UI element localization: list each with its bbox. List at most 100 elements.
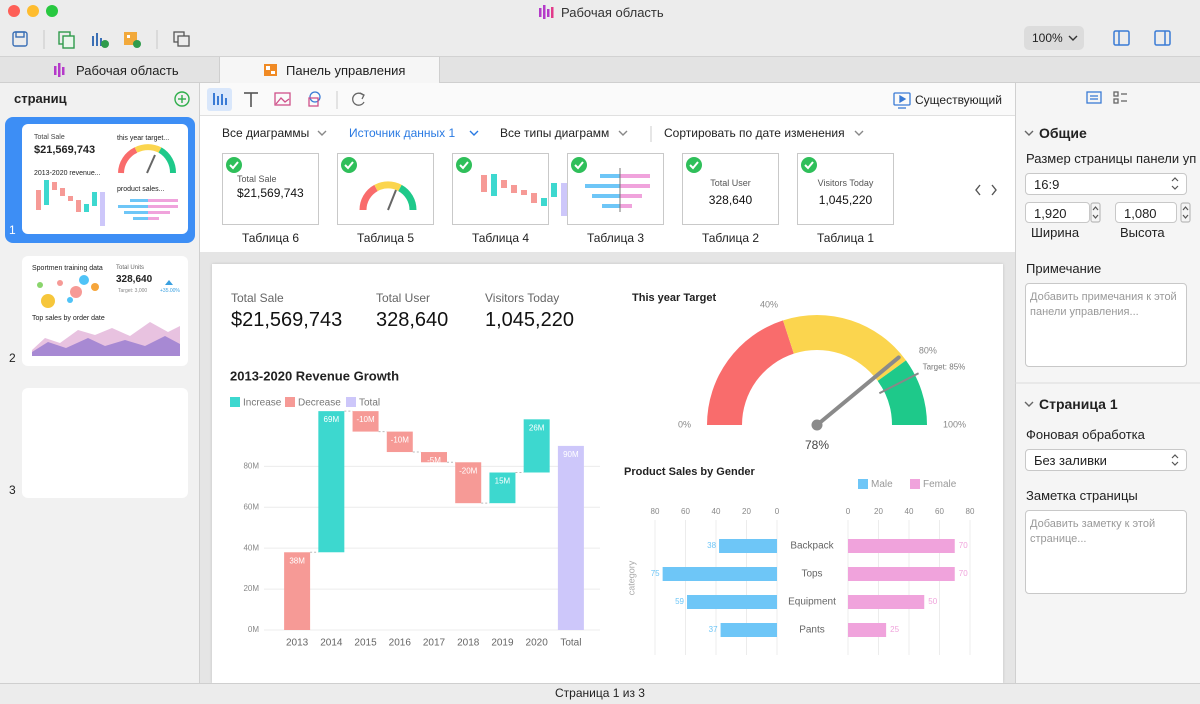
legend-swatch: [230, 397, 240, 407]
page-note-input[interactable]: Добавить заметку к этой странице...: [1025, 510, 1187, 594]
existing-button[interactable]: Существующий: [915, 93, 1002, 107]
bar: [523, 419, 550, 473]
thumb-text: 2013-2020 revenue...: [34, 170, 101, 177]
widget-card[interactable]: [797, 153, 894, 225]
bar-label: 26M: [529, 423, 545, 432]
image-tool[interactable]: [274, 92, 291, 106]
legend-label: Male: [871, 479, 893, 490]
x-tick-label: 60: [935, 507, 944, 516]
bar-label: 75: [651, 569, 660, 578]
minimize-button[interactable]: [27, 5, 39, 17]
height-input[interactable]: 1,080: [1115, 202, 1177, 223]
dashboard-charts: 2013-2020 Revenue Growth Increase Decrease…: [230, 292, 975, 655]
tab-label: Рабочая область: [76, 63, 179, 78]
right-panel-toggle[interactable]: [1154, 30, 1171, 46]
widget-name: Таблица 3: [586, 231, 645, 245]
shape-tool[interactable]: [308, 91, 321, 107]
background-select[interactable]: Без заливки: [1025, 449, 1187, 471]
kpi-value: $21,569,743: [231, 309, 343, 331]
y-tick-label: 80M: [243, 461, 259, 470]
widget-minis: [359, 168, 650, 216]
note-input[interactable]: Добавить примечания к этой панели управл…: [1025, 283, 1187, 367]
kpi-label: Total User: [376, 291, 431, 305]
copy-icon[interactable]: [173, 31, 190, 47]
chart-title: Product Sales by Gender: [624, 466, 756, 478]
bar: [687, 595, 777, 609]
filter[interactable]: Источник данных 1: [349, 126, 456, 140]
close-button[interactable]: [8, 5, 20, 17]
thumb-text: Total Sale: [34, 134, 65, 141]
widget-card[interactable]: [567, 153, 664, 225]
add-page-button[interactable]: [173, 90, 191, 108]
zoom-chevron: [1068, 35, 1078, 41]
layers-tab[interactable]: [1113, 91, 1127, 104]
width-input[interactable]: 1,920: [1025, 202, 1090, 223]
page-size-select[interactable]: 16:9: [1025, 173, 1187, 195]
gauge-band: [877, 360, 927, 425]
y-tick-label: 40M: [243, 543, 259, 552]
bar-label: 50: [928, 597, 937, 606]
x-tick-label: 80: [966, 507, 975, 516]
widget-toolbar-icons: [207, 88, 911, 111]
widget-card[interactable]: [452, 153, 549, 225]
add-widget-icon[interactable]: [124, 32, 141, 48]
widget-card[interactable]: [682, 153, 779, 225]
gauge-tick-label: 80%: [919, 345, 937, 355]
bar-label: 59: [675, 597, 684, 606]
legend-swatch: [910, 479, 920, 489]
filter[interactable]: Все диаграммы: [222, 126, 310, 140]
x-tick-label: 2014: [320, 638, 343, 649]
check-icon: [456, 157, 472, 173]
x-tick-label: 80: [651, 507, 660, 516]
gauge-band: [783, 314, 906, 381]
filter[interactable]: Сортировать по дате изменения: [664, 126, 845, 140]
widget-card[interactable]: [337, 153, 434, 225]
page-thumb[interactable]: [22, 388, 188, 498]
filter[interactable]: Все типы диаграмм: [500, 126, 610, 140]
properties-tab[interactable]: [1086, 91, 1102, 104]
check-icon: [341, 157, 357, 173]
add-data-icon[interactable]: [58, 31, 75, 49]
refresh-button[interactable]: [352, 92, 365, 106]
bar-label: 70: [959, 569, 968, 578]
status-bar: [0, 683, 1200, 704]
legend-swatch: [285, 397, 295, 407]
tab[interactable]: [0, 57, 220, 83]
existing-icon[interactable]: [893, 92, 911, 109]
zoom-select[interactable]: [1024, 26, 1084, 50]
legend-label: Increase: [243, 398, 282, 409]
tab-active[interactable]: [220, 57, 440, 83]
chart-title: 2013-2020 Revenue Growth: [230, 368, 399, 383]
section-chevron[interactable]: [1024, 401, 1034, 407]
x-tick-label: 20: [742, 507, 751, 516]
bar: [848, 623, 887, 637]
text-tool[interactable]: [244, 92, 258, 107]
zoom-button[interactable]: [46, 5, 58, 17]
bar-label: -5M: [427, 456, 441, 465]
left-panel-toggle[interactable]: [1113, 30, 1130, 46]
thumb-text: +35.00%: [160, 288, 180, 294]
widget-card[interactable]: [222, 153, 319, 225]
bar: [421, 452, 447, 463]
tab-icon: [54, 63, 65, 77]
select-chevron: [1171, 454, 1179, 466]
widget-title: Total Sale: [237, 174, 277, 184]
x-tick-label: 0: [846, 507, 851, 516]
add-chart-icon[interactable]: [92, 33, 109, 48]
zoom-value: 100%: [1032, 31, 1063, 45]
chart-title: This year Target: [632, 292, 716, 304]
target-marker: [878, 372, 920, 395]
check-icon: [801, 157, 817, 173]
properties-decor: [1015, 91, 1200, 407]
section-chevron[interactable]: [1024, 130, 1034, 136]
bar: [720, 623, 777, 637]
widget-name: Таблица 1: [816, 231, 875, 245]
check-icon: [226, 157, 242, 173]
toolbar-icons: [8, 5, 1171, 49]
legend-swatch: [346, 397, 356, 407]
check-icon: [686, 157, 702, 173]
widget-value: 1,045,220: [818, 193, 873, 207]
bar-label: 69M: [324, 415, 340, 424]
save-icon[interactable]: [12, 31, 28, 47]
